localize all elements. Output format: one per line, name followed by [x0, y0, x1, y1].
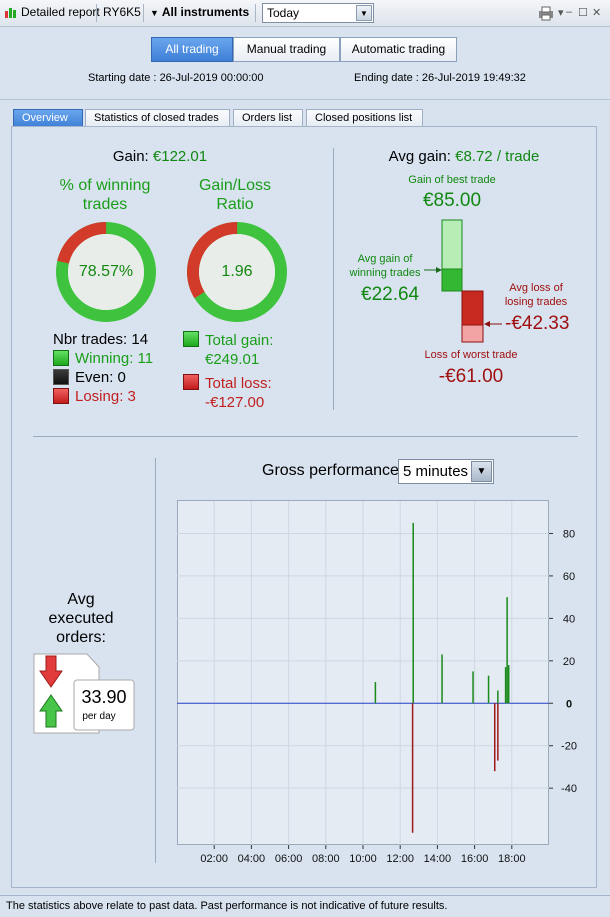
x-tick-label: 08:00 — [312, 853, 340, 865]
x-tick-label: 12:00 — [386, 853, 414, 865]
avg-trade-bars — [441, 219, 484, 343]
performance-bar — [411, 703, 414, 833]
automatic-trading-button[interactable]: Automatic trading — [340, 37, 457, 62]
tab-overview[interactable]: Overview — [13, 109, 83, 127]
total-loss-swatch — [183, 374, 199, 390]
performance-bar — [507, 665, 510, 704]
divider — [333, 148, 334, 410]
performance-bar — [441, 654, 443, 704]
avg-loss-label: Avg loss of losing trades — [504, 282, 568, 308]
losing-legend-swatch — [53, 388, 69, 404]
performance-bar — [412, 522, 414, 704]
winning-trades-title: % of winning trades — [59, 177, 151, 213]
x-tick-label: 02:00 — [200, 853, 228, 865]
instruments-dropdown[interactable]: ▼ All instruments — [150, 5, 250, 19]
best-trade-value: €85.00 — [422, 190, 482, 211]
avg-loss-value: -€42.33 — [505, 313, 570, 334]
arrow-right-icon — [424, 267, 442, 273]
chevron-down-icon: ▼ — [356, 5, 372, 21]
y-tick-label: 80 — [563, 528, 575, 540]
total-loss: Total loss: -€127.00 — [205, 375, 272, 411]
winning-legend-swatch — [53, 350, 69, 366]
chart-title: Gross performance — [262, 462, 399, 479]
mode-panel: All trading Manual trading Automatic tra… — [0, 27, 610, 100]
all-trading-button[interactable]: All trading — [151, 37, 233, 62]
account-label[interactable]: RY6K5 — [103, 5, 141, 19]
tab-closed-positions[interactable]: Closed positions list — [306, 109, 423, 127]
performance-bar — [506, 597, 508, 704]
avg-gain-summary: Avg gain: €8.72 / trade — [388, 148, 540, 165]
period-select[interactable]: Today ▼ — [262, 3, 374, 23]
y-tick-label: 0 — [566, 698, 572, 710]
chevron-down-icon: ▼ — [471, 461, 492, 482]
gain-loss-ratio-title: Gain/Loss Ratio — [198, 177, 272, 213]
x-tick-label: 04:00 — [238, 853, 266, 865]
winning-pct-donut — [56, 222, 156, 322]
executed-orders-title: Avg executed orders: — [48, 591, 114, 646]
y-tick-label: 60 — [563, 571, 575, 583]
arrow-left-icon — [484, 321, 502, 327]
chevron-down-icon: ▼ — [150, 8, 159, 18]
x-tick-label: 10:00 — [349, 853, 377, 865]
nbr-trades: Nbr trades: 14 — [53, 331, 149, 348]
gain-loss-ratio-value: 1.96 — [221, 263, 253, 280]
x-tick-label: 18:00 — [498, 853, 526, 865]
detailed-report-button[interactable]: Detailed report — [21, 5, 100, 19]
winning-pct-value: 78.57% — [78, 263, 134, 280]
x-tick-label: 06:00 — [275, 853, 303, 865]
worst-trade-label: Loss of worst trade — [424, 349, 518, 361]
best-trade-label: Gain of best trade — [408, 174, 496, 186]
y-tick-label: 20 — [563, 656, 575, 668]
y-tick-label: 40 — [563, 613, 575, 625]
performance-bar — [497, 690, 499, 704]
disclaimer: The statistics above relate to past data… — [0, 895, 610, 917]
x-tick-label: 14:00 — [424, 853, 452, 865]
ending-date: Ending date : 26-Jul-2019 19:49:32 — [354, 72, 526, 84]
help-icon[interactable]: ▾ — [558, 7, 564, 19]
print-icon[interactable] — [537, 5, 555, 21]
y-tick-label: -20 — [561, 741, 577, 753]
y-tick-label: -40 — [561, 783, 577, 795]
performance-bar — [487, 675, 490, 704]
total-gain: Total gain: €249.01 — [205, 332, 274, 368]
starting-date: Starting date : 26-Jul-2019 00:00:00 — [88, 72, 264, 84]
gain-summary: Gain: €122.01 — [112, 148, 208, 165]
performance-bar — [374, 682, 377, 704]
even-legend-swatch — [53, 369, 69, 385]
minimize-icon[interactable]: – — [566, 6, 573, 18]
tab-statistics-closed-trades[interactable]: Statistics of closed trades — [85, 109, 230, 127]
gain-loss-ratio-donut — [187, 222, 287, 322]
avg-win-value: €22.64 — [361, 284, 420, 305]
worst-trade-value: -€61.00 — [438, 366, 504, 387]
total-gain-swatch — [183, 331, 199, 347]
executed-orders-value: 33.90 — [81, 687, 127, 707]
x-tick-label: 16:00 — [461, 853, 489, 865]
close-icon[interactable]: ✕ — [592, 7, 602, 19]
performance-bar — [472, 671, 474, 704]
performance-bar — [494, 703, 496, 772]
maximize-icon[interactable]: ☐ — [578, 7, 588, 19]
report-icon — [5, 8, 16, 18]
losing-count: Losing: 3 — [75, 388, 136, 405]
winning-count: Winning: 11 — [75, 350, 154, 367]
tab-orders-list[interactable]: Orders list — [233, 109, 303, 127]
section-divider — [33, 436, 578, 437]
gross-performance-plot: 80 60 40 20 0 -20 -40 02:00 04:00 06:00 08:00 10:00… — [177, 501, 577, 865]
executed-orders-unit: per day — [82, 711, 116, 722]
divider — [155, 458, 156, 863]
orders-card — [33, 653, 135, 734]
interval-select[interactable]: 5 minutes ▼ — [398, 459, 494, 484]
performance-bar — [504, 667, 507, 704]
avg-win-label: Avg gain of winning trades — [349, 253, 421, 279]
performance-bar — [497, 703, 499, 761]
manual-trading-button[interactable]: Manual trading — [233, 37, 340, 62]
toolbar: Detailed report RY6K5 ▼ All instruments … — [0, 0, 610, 27]
even-count: Even: 0 — [75, 369, 126, 386]
